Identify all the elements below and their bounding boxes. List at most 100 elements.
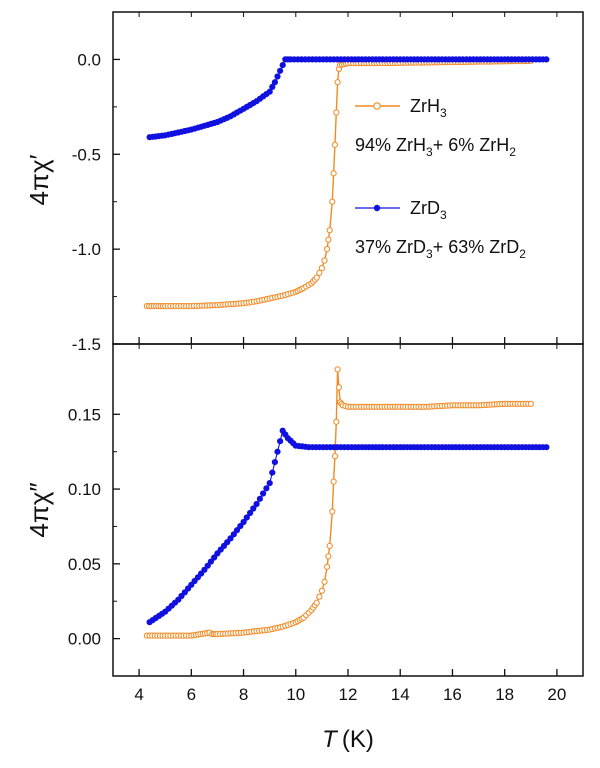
top-y-axis-label-base: 4πχ [24, 159, 54, 205]
top-point-zrh3 [326, 227, 333, 234]
top-point-zrd3 [269, 83, 276, 90]
top-y-axis-label-prime: ′ [24, 154, 54, 159]
top-point-zrh3 [321, 257, 328, 264]
legend-label-zrd3-main: ZrD [410, 198, 440, 218]
bottom-point-zrd3 [256, 495, 263, 502]
bottom-point-zrd3 [271, 459, 278, 466]
bottom-ytick-label-0: 0.00 [68, 630, 101, 649]
bottom-point-zrd3 [543, 444, 550, 451]
x-axis-label-symbol: T [322, 726, 339, 753]
top-point-zrd3 [266, 88, 273, 95]
comp-zrd3-part2: + 63% ZrD [433, 237, 520, 257]
comp-zrh3-sub1: 3 [426, 145, 433, 159]
x-tick-label-7: 18 [495, 685, 514, 704]
x-tick-label-4: 12 [339, 685, 358, 704]
bottom-y-axis-label: 4πχ″ [24, 482, 54, 537]
x-tick-label-6: 16 [443, 685, 462, 704]
comp-zrd3-sub1: 3 [426, 247, 433, 261]
top-point-zrh3 [333, 109, 340, 116]
top-point-zrh3 [313, 274, 320, 281]
top-point-zrh3 [331, 141, 338, 148]
bottom-point-zrh3 [324, 563, 331, 570]
bottom-point-zrd3 [260, 490, 267, 497]
comp-zrh3-part2: + 6% ZrH [433, 135, 510, 155]
bottom-point-zrd3 [247, 509, 254, 517]
legend: ZrH3 94% ZrH3+ 6% ZrH2 ZrD3 37% ZrD3+ 63… [355, 96, 526, 261]
bottom-point-zrh3 [330, 478, 337, 485]
bottom-series-line-zrd3 [149, 429, 547, 623]
bottom-panel: 0.00 0.05 0.10 0.15 4πχ″ [24, 343, 584, 677]
top-ytick-label-2: -1.0 [72, 240, 101, 259]
bottom-point-zrd3 [263, 485, 270, 492]
bottom-point-zrh3 [333, 418, 340, 425]
x-tick-label-3: 10 [286, 685, 305, 704]
x-tick-label-8: 20 [547, 685, 566, 704]
bottom-point-zrh3 [316, 593, 323, 600]
bottom-point-zrh3 [331, 453, 338, 460]
top-point-zrd3 [279, 62, 286, 69]
top-point-zrh3 [316, 269, 323, 276]
top-point-zrh3 [334, 79, 341, 86]
top-ytick-label-3: -1.5 [72, 335, 101, 354]
x-tick-label-1: 6 [187, 685, 196, 704]
x-axis-label-unit: (K) [342, 726, 374, 753]
top-point-zrh3 [330, 170, 337, 177]
top-ytick-label-1: -0.5 [72, 145, 101, 164]
legend-entry-zrd3: ZrD3 37% ZrD3+ 63% ZrD2 [355, 198, 526, 261]
x-axis-label: T (K) [322, 726, 374, 753]
bottom-point-zrh3 [335, 384, 342, 391]
top-point-zrh3 [329, 198, 336, 205]
top-point-zrd3 [543, 56, 550, 63]
bottom-point-zrd3 [240, 518, 247, 526]
bottom-point-zrh3 [334, 366, 341, 373]
bottom-point-zrd3 [269, 469, 276, 476]
bottom-point-zrh3 [326, 542, 333, 550]
bottom-y-axis-label-base: 4πχ [24, 491, 54, 537]
x-tick-label-0: 4 [134, 685, 143, 704]
bottom-point-zrh3 [321, 578, 328, 585]
bottom-point-zrh3 [329, 508, 336, 515]
top-series-line-zrh3 [146, 60, 531, 307]
comp-zrd3-part1: 37% ZrD [355, 237, 426, 257]
bottom-point-zrh3 [527, 400, 534, 407]
legend-label-zrh3-sub: 3 [440, 106, 447, 120]
bottom-y-axis-label-prime: ″ [24, 482, 54, 491]
bottom-ytick-label-1: 0.05 [68, 555, 101, 574]
bottom-ytick-label-3: 0.15 [68, 405, 101, 424]
top-point-zrd3 [271, 79, 278, 86]
bottom-ytick-label-2: 0.10 [68, 480, 101, 499]
top-point-zrd3 [277, 67, 284, 74]
legend-label-zrd3: ZrD3 [410, 198, 447, 222]
bottom-point-zrh3 [313, 599, 320, 606]
x-axis: 4 6 8 10 12 14 16 18 20 [134, 685, 566, 704]
legend-marker-zrh3 [373, 102, 381, 110]
bottom-point-zrd3 [243, 514, 250, 521]
top-point-zrh3 [325, 236, 332, 243]
top-panel: 0.0-0.5-1.0-1.5 4πχ′ ZrH3 94% ZrH3+ 6% Z… [24, 11, 584, 354]
bottom-point-zrh3 [318, 587, 325, 594]
x-tick-label-2: 8 [239, 685, 248, 704]
bottom-point-zrd3 [250, 505, 257, 512]
bottom-point-zrd3 [277, 438, 284, 445]
top-point-zrh3 [324, 246, 331, 253]
legend-label-zrh3: ZrH3 [410, 96, 447, 120]
bottom-series-line-zrh3 [146, 369, 531, 637]
legend-entry-zrh3: ZrH3 94% ZrH3+ 6% ZrH2 [355, 96, 516, 159]
legend-composition-zrd3: 37% ZrD3+ 63% ZrD2 [355, 237, 526, 261]
legend-label-zrh3-main: ZrH [410, 96, 440, 116]
top-point-zrd3 [274, 73, 281, 80]
bottom-point-zrd3 [274, 448, 281, 455]
legend-composition-zrh3: 94% ZrH3+ 6% ZrH2 [355, 135, 516, 159]
legend-marker-zrd3 [373, 204, 381, 212]
top-ytick-label-0: 0.0 [77, 50, 101, 69]
comp-zrd3-sub2: 2 [519, 247, 526, 261]
x-tick-label-5: 14 [391, 685, 410, 704]
top-y-axis-label: 4πχ′ [24, 154, 54, 205]
bottom-point-zrh3 [325, 553, 332, 560]
bottom-point-zrd3 [266, 480, 273, 487]
comp-zrh3-part1: 94% ZrH [355, 135, 426, 155]
top-point-zrh3 [318, 265, 325, 272]
bottom-panel-frame [112, 343, 584, 677]
bottom-point-zrd3 [253, 500, 260, 508]
